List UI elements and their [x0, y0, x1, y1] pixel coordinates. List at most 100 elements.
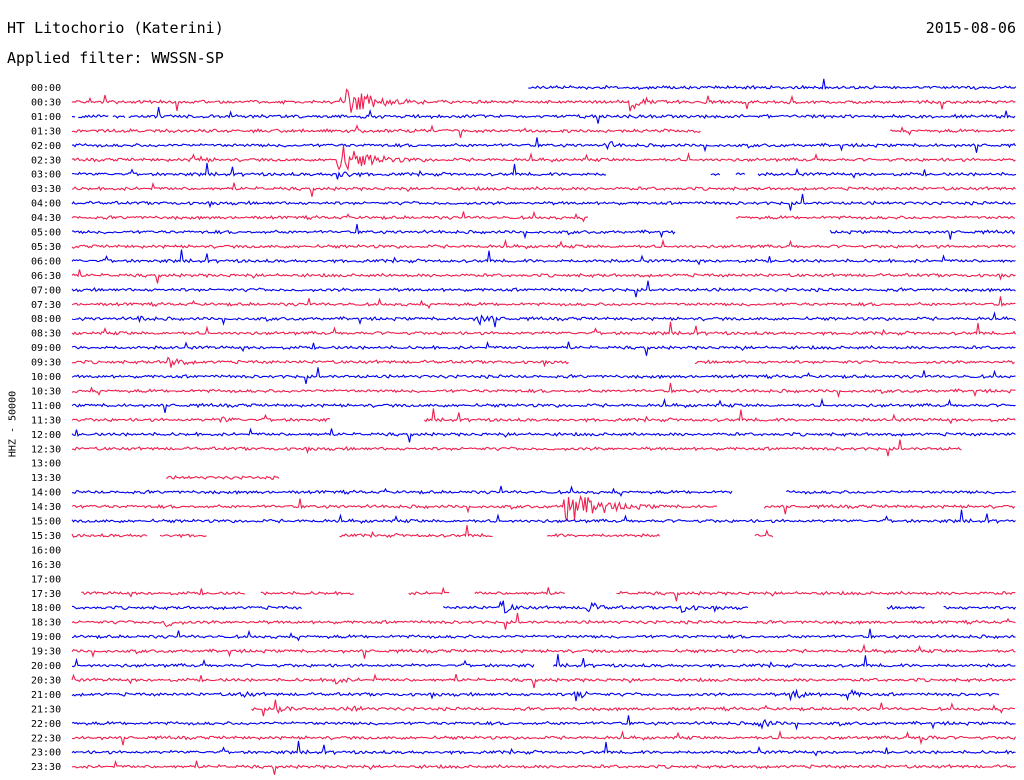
- row-tick-label: 08:30: [31, 329, 61, 340]
- trace-segment: [71, 181, 1016, 197]
- row-tick-label: 07:00: [31, 285, 61, 296]
- trace-segment: [71, 145, 1016, 172]
- filter-label: Applied filter: WWSSN-SP: [7, 49, 224, 67]
- row-tick-label: 01:30: [31, 126, 61, 137]
- trace-segment: [71, 427, 1016, 443]
- row-tick-label: 13:30: [31, 473, 61, 484]
- row-tick-label: 02:00: [31, 141, 61, 152]
- trace-segment: [251, 699, 1015, 717]
- row-tick-label: 22:00: [31, 719, 61, 730]
- row-tick-label: 05:30: [31, 242, 61, 253]
- trace-segment: [71, 532, 148, 538]
- trace-segment: [71, 397, 1016, 414]
- trace-segment: [71, 269, 1016, 284]
- trace-segment: [71, 124, 701, 138]
- trace-segment: [71, 715, 1016, 731]
- trace-segment: [71, 657, 535, 669]
- row-tick-label: 21:00: [31, 690, 61, 701]
- trace-segment: [943, 605, 1017, 610]
- row-tick-label: 16:00: [31, 545, 61, 556]
- row-tick-label: 04:00: [31, 199, 61, 210]
- row-tick-label: 10:30: [31, 386, 61, 397]
- trace-segment: [71, 673, 1016, 689]
- row-tick-label: 00:00: [31, 83, 61, 94]
- trace-segment: [474, 587, 565, 596]
- row-tick-label: 07:30: [31, 300, 61, 311]
- trace-segment: [71, 740, 1016, 757]
- trace-segment: [71, 280, 1016, 298]
- trace-segment: [528, 78, 1017, 91]
- trace-segment: [763, 504, 1016, 515]
- trace-segment: [71, 249, 1016, 266]
- row-tick-label: 00:30: [31, 97, 61, 108]
- trace-segment: [78, 114, 109, 119]
- row-tick-label: 14:30: [31, 502, 61, 513]
- row-tick-label: 12:00: [31, 430, 61, 441]
- trace-segment: [71, 238, 1016, 250]
- row-tick-label: 18:30: [31, 618, 61, 629]
- trace-segment: [890, 126, 1015, 136]
- row-tick-label: 21:30: [31, 704, 61, 715]
- row-tick-label: 22:30: [31, 733, 61, 744]
- row-tick-label: 19:30: [31, 647, 61, 658]
- row-tick-label: 09:00: [31, 343, 61, 354]
- row-tick-label: 16:30: [31, 560, 61, 571]
- trace-segment: [694, 359, 1015, 365]
- trace-segment: [71, 311, 1016, 328]
- trace-segment: [423, 408, 1016, 425]
- trace-segment: [886, 604, 925, 610]
- trace-segment: [112, 115, 126, 119]
- trace-segment: [71, 162, 607, 180]
- row-tick-label: 03:30: [31, 184, 61, 195]
- trace-segment: [71, 628, 1016, 642]
- trace-segment: [71, 759, 1016, 775]
- trace-segment: [71, 729, 1016, 746]
- row-tick-label: 15:30: [31, 531, 61, 542]
- row-tick-label: 04:30: [31, 213, 61, 224]
- trace-segment: [546, 533, 661, 538]
- row-tick-label: 20:30: [31, 675, 61, 686]
- trace-segment: [71, 494, 718, 522]
- trace-segment: [159, 533, 207, 539]
- trace-segment: [71, 137, 1016, 153]
- trace-segment: [710, 173, 721, 176]
- row-tick-label: 23:00: [31, 748, 61, 759]
- row-tick-label: 11:00: [31, 401, 61, 412]
- row-tick-label: 23:30: [31, 762, 61, 773]
- row-tick-label: 17:00: [31, 574, 61, 585]
- trace-segment: [757, 167, 1017, 179]
- trace-segment: [71, 88, 1016, 113]
- row-tick-label: 08:00: [31, 314, 61, 325]
- row-tick-label: 03:00: [31, 170, 61, 181]
- row-tick-label: 19:00: [31, 632, 61, 643]
- trace-segment: [72, 439, 962, 457]
- trace-segment: [71, 612, 1016, 630]
- row-tick-label: 14:00: [31, 488, 61, 499]
- row-tick-label: 06:00: [31, 256, 61, 267]
- row-tick-label: 02:30: [31, 155, 61, 166]
- trace-segment: [81, 588, 246, 598]
- trace-segment: [71, 296, 1016, 310]
- row-tick-label: 06:30: [31, 271, 61, 282]
- trace-segment: [71, 509, 1016, 524]
- trace-segment: [735, 214, 1016, 220]
- trace-segment: [735, 172, 746, 176]
- row-tick-label: 20:00: [31, 661, 61, 672]
- trace-segment: [166, 474, 280, 481]
- trace-segment: [71, 224, 676, 240]
- trace-segment: [71, 340, 1016, 356]
- trace-segment: [616, 590, 1016, 602]
- trace-segment: [754, 529, 774, 538]
- trace-segment: [408, 586, 450, 596]
- trace-segment: [339, 525, 493, 539]
- trace-segment: [553, 654, 1016, 669]
- row-tick-label: 17:30: [31, 589, 61, 600]
- row-tick-label: 10:00: [31, 372, 61, 383]
- trace-segment: [71, 643, 1016, 659]
- trace-segment: [71, 193, 1016, 211]
- trace-segment: [785, 489, 1016, 495]
- trace-segment: [71, 321, 1016, 337]
- trace-segment: [71, 367, 1016, 385]
- trace-segment: [71, 382, 1016, 399]
- trace-segment: [72, 605, 302, 611]
